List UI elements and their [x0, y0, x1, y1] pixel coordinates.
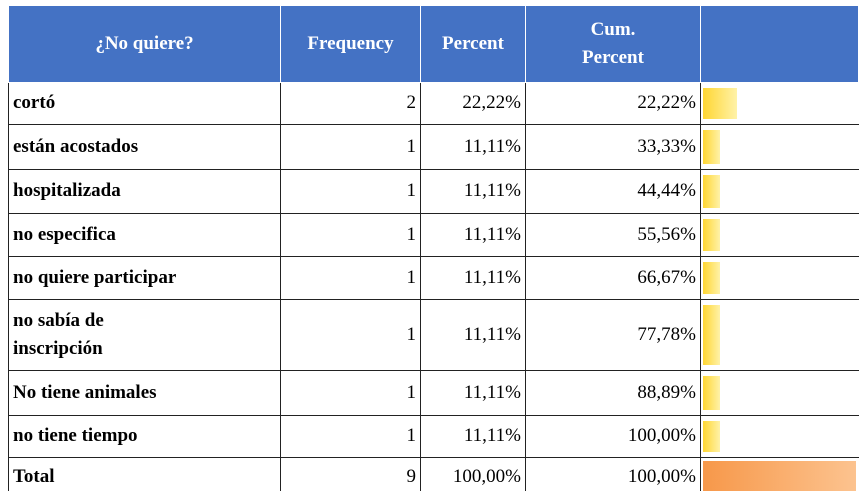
frequency-cell: 1 [280, 256, 421, 300]
data-row: No tiene animales 1 11,11% 88,89% [8, 370, 859, 416]
cum-percent-cell: 44,44% [525, 169, 701, 214]
cum-percent-cell: 22,22% [525, 82, 701, 125]
frequency-cell: 1 [280, 299, 421, 371]
frequency-bar [703, 421, 720, 452]
frequency-cell: 9 [280, 457, 421, 491]
frequency-bar [703, 376, 720, 410]
frequency-cell: 1 [280, 370, 421, 416]
cum-percent-cell: 77,78% [525, 299, 701, 371]
frequency-bar [703, 130, 720, 164]
percent-cell: 11,11% [420, 213, 526, 257]
percent-cell: 22,22% [420, 82, 526, 125]
data-row: hospitalizada 1 11,11% 44,44% [8, 169, 859, 214]
bar-cell [700, 299, 859, 371]
frequency-cell: 2 [280, 82, 421, 125]
label-cell: no tiene tiempo [8, 415, 281, 458]
frequency-bar [703, 219, 720, 251]
cum-percent-cell: 66,67% [525, 256, 701, 300]
label-cell: Total [8, 457, 281, 491]
bar-cell [700, 124, 859, 170]
data-row: no tiene tiempo 1 11,11% 100,00% [8, 415, 859, 458]
cum-percent-cell: 55,56% [525, 213, 701, 257]
bar-cell [700, 370, 859, 416]
percent-cell: 11,11% [420, 370, 526, 416]
label-cell: hospitalizada [8, 169, 281, 214]
bar-cell [700, 213, 859, 257]
frequency-bar [703, 262, 720, 294]
header-cell: Cum. Percent [525, 5, 701, 83]
label-cell: no sabía de inscripción [8, 299, 281, 371]
bar-cell [700, 457, 859, 491]
bar-cell [700, 169, 859, 214]
header-cell: Percent [420, 5, 526, 83]
label-cell: No tiene animales [8, 370, 281, 416]
cum-percent-cell: 88,89% [525, 370, 701, 416]
frequency-cell: 1 [280, 415, 421, 458]
percent-cell: 11,11% [420, 415, 526, 458]
data-row: no quiere participar 1 11,11% 66,67% [8, 256, 859, 300]
frequency-bar [703, 305, 720, 365]
frequency-cell: 1 [280, 124, 421, 170]
frequency-cell: 1 [280, 213, 421, 257]
total-row: Total 9 100,00% 100,00% [8, 457, 859, 491]
percent-cell: 100,00% [420, 457, 526, 491]
header-cell: Frequency [280, 5, 421, 83]
percent-cell: 11,11% [420, 299, 526, 371]
cum-percent-cell: 33,33% [525, 124, 701, 170]
label-cell: no quiere participar [8, 256, 281, 300]
frequency-bar [703, 461, 856, 491]
header-cell [700, 5, 859, 83]
percent-cell: 11,11% [420, 124, 526, 170]
cum-percent-cell: 100,00% [525, 415, 701, 458]
cum-percent-cell: 100,00% [525, 457, 701, 491]
frequency-cell: 1 [280, 169, 421, 214]
frequency-bar [703, 175, 720, 208]
data-row: cortó 2 22,22% 22,22% [8, 82, 859, 125]
data-row: están acostados 1 11,11% 33,33% [8, 124, 859, 170]
data-row: no especifica 1 11,11% 55,56% [8, 213, 859, 257]
percent-cell: 11,11% [420, 256, 526, 300]
header-row: ¿No quiere? Frequency Percent Cum. Perce… [8, 5, 859, 83]
percent-cell: 11,11% [420, 169, 526, 214]
label-cell: no especifica [8, 213, 281, 257]
bar-cell [700, 256, 859, 300]
bar-cell [700, 415, 859, 458]
frequency-table: ¿No quiere? Frequency Percent Cum. Perce… [8, 5, 859, 491]
bar-cell [700, 82, 859, 125]
label-cell: cortó [8, 82, 281, 125]
header-cell: ¿No quiere? [8, 5, 281, 83]
frequency-bar [703, 88, 737, 119]
data-row: no sabía de inscripción 1 11,11% 77,78% [8, 299, 859, 371]
label-cell: están acostados [8, 124, 281, 170]
